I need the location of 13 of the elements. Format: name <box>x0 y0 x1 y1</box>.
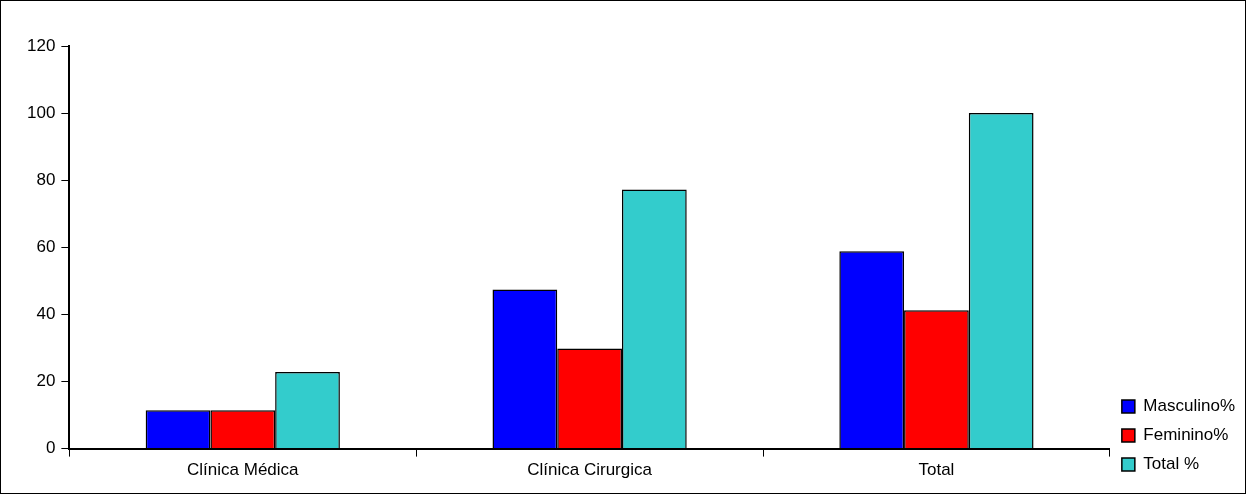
y-tick-label: 60 <box>36 236 56 256</box>
y-tick-label: 80 <box>36 169 56 189</box>
legend-label: Feminino% <box>1143 425 1229 445</box>
y-tick-label: 40 <box>36 304 56 324</box>
legend-label: Masculino% <box>1143 396 1236 416</box>
y-tick-label: 120 <box>26 35 56 55</box>
y-tick-label: 0 <box>45 438 56 458</box>
x-tick-label: Clínica Médica <box>187 460 300 480</box>
x-tick-label: Clínica Cirurgica <box>527 460 653 480</box>
x-tick-label: Total <box>918 460 955 480</box>
legend-label: Total % <box>1143 454 1200 474</box>
y-tick-label: 20 <box>36 371 56 391</box>
y-tick-label: 100 <box>26 102 56 122</box>
